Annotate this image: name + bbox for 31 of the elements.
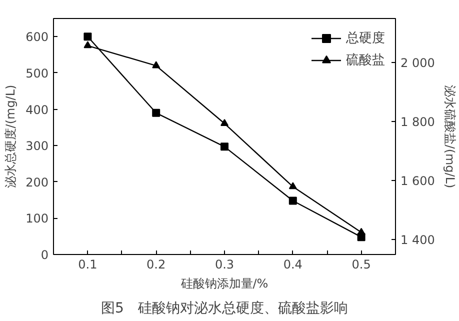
x-tick-label: 0.4: [283, 258, 302, 272]
point: [152, 108, 160, 117]
x-tick-label: 0.5: [352, 258, 371, 272]
y-tick-label: 600: [26, 30, 48, 44]
y2-axis-title: 泌水硫酸盐/(mg/L): [442, 84, 457, 188]
y2-tick-label: 1 800: [400, 114, 435, 129]
legend-label: 硫酸盐: [346, 52, 385, 69]
y2-tick-label: 1 600: [400, 174, 435, 188]
point: [288, 182, 297, 190]
point: [84, 32, 92, 41]
x-axis-title: 硅酸钠添加量/%: [180, 276, 268, 290]
point: [288, 196, 297, 205]
x-tick-label: 0.1: [78, 258, 98, 272]
x-tick-label: 0.3: [214, 258, 234, 272]
y2-tick-label: 2 000: [400, 56, 435, 70]
legend-label: 总硬度: [346, 30, 385, 47]
point: [220, 118, 228, 126]
y-tick-label: 300: [26, 139, 48, 154]
y-tick-label: 100: [26, 212, 48, 226]
y2-tick-label: 1 400: [400, 232, 435, 247]
caption: 图5 硅酸钠对泌水总硬度、硫酸盐影响: [101, 300, 348, 316]
y-tick-label: 400: [26, 102, 48, 117]
point: [220, 142, 228, 151]
y-axis-title: 泌水总硬度/(mg/L): [4, 84, 18, 188]
y-tick-label: 200: [26, 175, 48, 190]
point: [152, 61, 160, 68]
point: [357, 228, 366, 235]
y-tick-label: 0: [40, 248, 49, 262]
point: [84, 41, 92, 48]
y-tick-label: 500: [26, 66, 48, 80]
x-tick-label: 0.2: [146, 258, 166, 272]
